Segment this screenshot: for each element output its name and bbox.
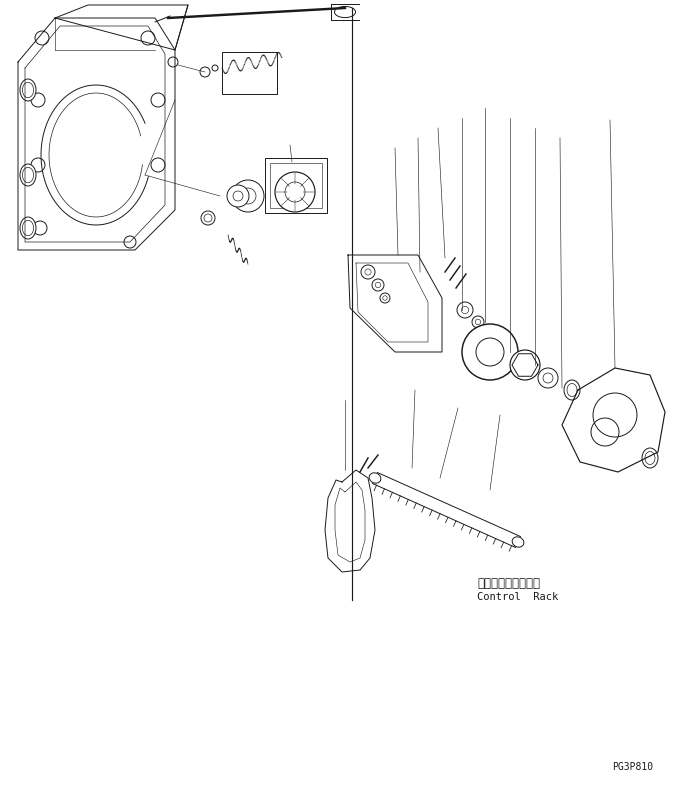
Bar <box>265 158 327 213</box>
Circle shape <box>365 268 371 275</box>
Bar <box>222 52 277 94</box>
Circle shape <box>475 320 481 324</box>
Text: PG3P810: PG3P810 <box>612 762 653 772</box>
Circle shape <box>204 214 212 222</box>
Circle shape <box>543 373 553 383</box>
Circle shape <box>124 236 136 248</box>
Circle shape <box>472 316 484 328</box>
Ellipse shape <box>20 164 36 186</box>
Ellipse shape <box>645 451 655 464</box>
Ellipse shape <box>642 448 658 468</box>
Circle shape <box>35 31 49 45</box>
Circle shape <box>476 338 504 366</box>
Circle shape <box>462 324 518 380</box>
Ellipse shape <box>22 221 33 236</box>
Circle shape <box>200 67 210 77</box>
Ellipse shape <box>20 217 36 239</box>
Bar <box>270 163 322 208</box>
Circle shape <box>375 282 381 288</box>
Circle shape <box>461 306 468 313</box>
Circle shape <box>201 211 215 225</box>
Circle shape <box>212 65 218 71</box>
Ellipse shape <box>334 6 356 18</box>
Circle shape <box>380 293 390 303</box>
Circle shape <box>31 93 45 107</box>
Polygon shape <box>325 470 375 572</box>
Ellipse shape <box>20 79 36 101</box>
Circle shape <box>361 265 375 279</box>
Circle shape <box>33 221 47 235</box>
Circle shape <box>275 172 315 212</box>
Circle shape <box>240 188 256 204</box>
Polygon shape <box>562 368 665 472</box>
Circle shape <box>372 279 384 291</box>
Circle shape <box>31 158 45 172</box>
Circle shape <box>285 182 305 202</box>
Circle shape <box>151 158 165 172</box>
Circle shape <box>232 180 264 212</box>
Circle shape <box>538 368 558 388</box>
Ellipse shape <box>22 82 33 97</box>
Ellipse shape <box>567 384 577 396</box>
Polygon shape <box>348 255 442 352</box>
Circle shape <box>510 350 540 380</box>
Text: Control  Rack: Control Rack <box>477 592 558 602</box>
Ellipse shape <box>564 380 580 400</box>
Circle shape <box>151 93 165 107</box>
Circle shape <box>168 57 178 67</box>
Circle shape <box>233 191 243 201</box>
Ellipse shape <box>512 537 524 547</box>
Circle shape <box>227 185 249 207</box>
Text: コントロールラック: コントロールラック <box>477 577 540 590</box>
Ellipse shape <box>369 473 381 483</box>
Circle shape <box>457 302 473 318</box>
Circle shape <box>383 296 387 300</box>
Circle shape <box>141 31 155 45</box>
Ellipse shape <box>22 167 33 183</box>
